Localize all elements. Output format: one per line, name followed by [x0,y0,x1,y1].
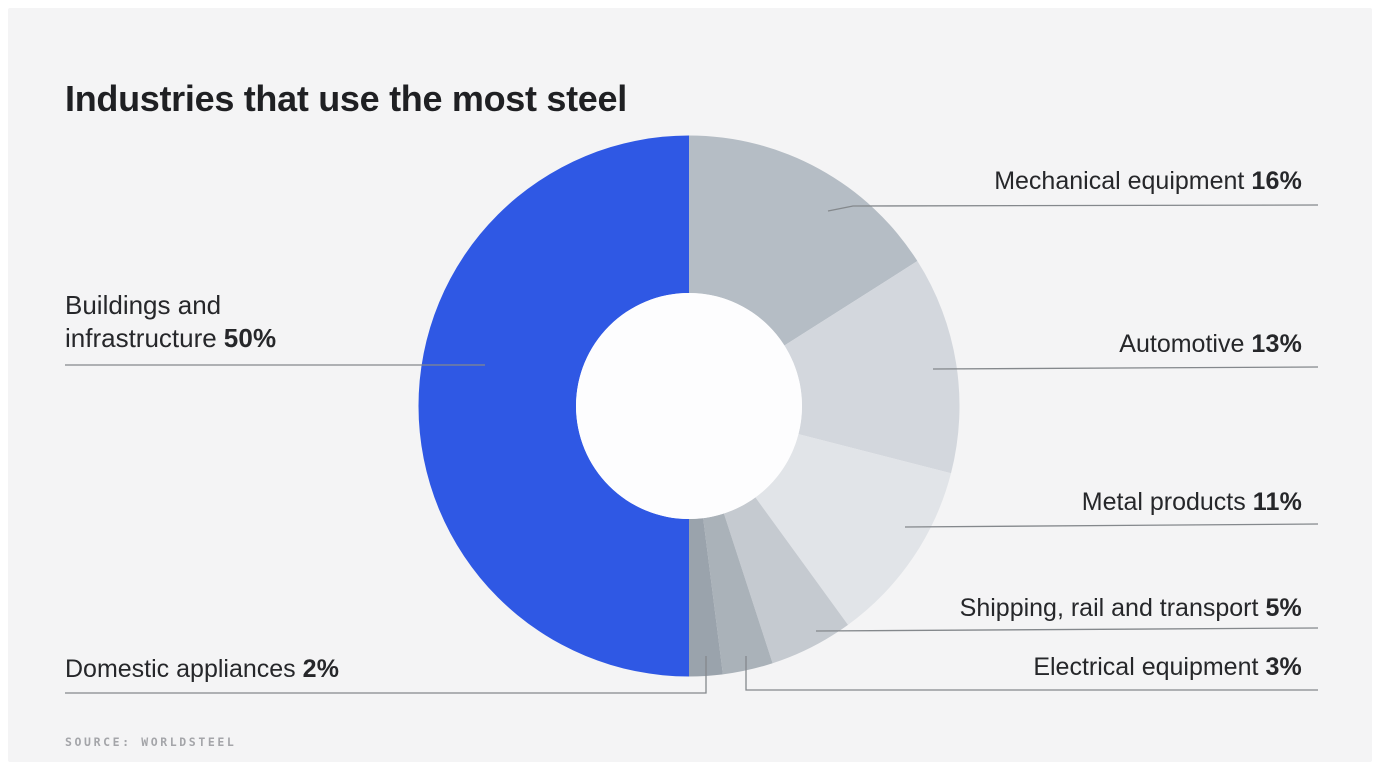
label-text: Mechanical equipment [994,167,1244,195]
label-text: Domestic appliances [65,655,296,683]
label-value: 3% [1265,653,1302,681]
label-value: 13% [1251,330,1302,358]
label-text: Shipping, rail and transport [960,594,1259,622]
leader-line-shipping-rail-and-transport [816,628,1318,631]
label-text: Metal products [1082,488,1246,516]
label-text: Automotive [1119,330,1244,358]
leader-line-automotive [933,367,1318,369]
label-text: Electrical equipment [1033,653,1258,681]
label-value: 11% [1253,488,1302,516]
chart-canvas: Industries that use the most steel Mecha… [8,8,1372,762]
label-value: 50% [224,323,277,353]
leader-line-mechanical-equipment [828,205,1318,211]
leader-line-metal-products [905,524,1318,527]
donut-hole [576,293,802,519]
label-value: 16% [1251,167,1302,195]
source-attribution: SOURCE: WORLDSTEEL [65,735,236,749]
label-value: 2% [303,655,340,683]
label-value: 5% [1265,594,1302,622]
label-text: Buildings and infrastructure [65,290,221,353]
